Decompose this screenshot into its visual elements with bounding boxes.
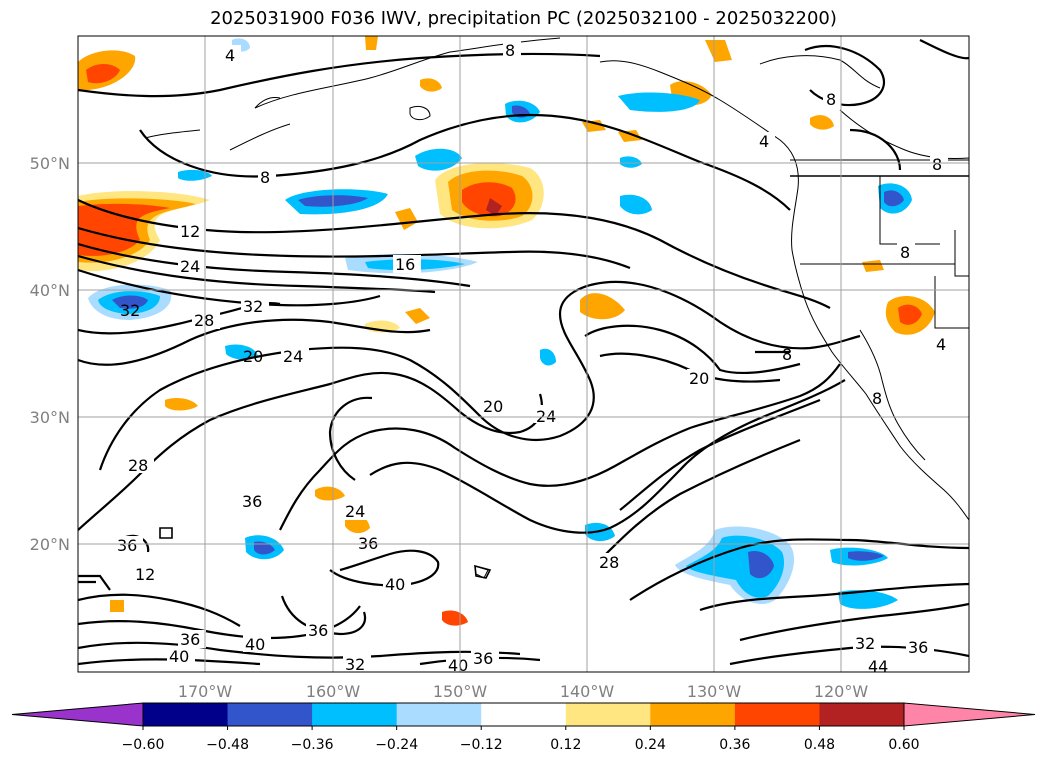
contour-label: 44 bbox=[868, 657, 888, 676]
contour-label: 8 bbox=[932, 155, 942, 174]
lon-label: 130°W bbox=[687, 682, 742, 701]
longitude-labels: 170°W 160°W 150°W 140°W 130°W 120°W bbox=[178, 682, 869, 701]
contour-label: 20 bbox=[689, 369, 709, 388]
lon-label: 140°W bbox=[560, 682, 615, 701]
colorbar-bin bbox=[481, 703, 567, 726]
contour-label: 32 bbox=[243, 297, 263, 316]
colorbar-tick-label: 0.48 bbox=[804, 737, 835, 753]
contour-label: 20 bbox=[483, 397, 503, 416]
contour-label: 36 bbox=[180, 630, 200, 649]
colorbar-bin bbox=[312, 703, 398, 726]
colorbar-bin bbox=[227, 703, 313, 726]
contour-label: 20 bbox=[243, 347, 263, 366]
colorbar-extend-high bbox=[903, 702, 1036, 727]
lon-label: 160°W bbox=[306, 682, 361, 701]
contour-label: 8 bbox=[782, 345, 792, 364]
colorbar-extend-low bbox=[11, 702, 144, 727]
contour-label: 8 bbox=[260, 168, 270, 187]
graticule bbox=[78, 36, 969, 672]
contour-label: 8 bbox=[505, 41, 515, 60]
contour-label: 36 bbox=[242, 492, 262, 511]
lat-label: 20°N bbox=[30, 535, 70, 554]
contour-label: 4 bbox=[936, 335, 946, 354]
contour-label: 40 bbox=[448, 656, 468, 675]
contour-label: 24 bbox=[345, 502, 365, 521]
contour-label: 8 bbox=[826, 90, 836, 109]
contour-label: 40 bbox=[245, 635, 265, 654]
colorbar-tick-label: −0.12 bbox=[460, 737, 503, 753]
coastlines bbox=[144, 37, 969, 579]
colorbar-tick-label: −0.36 bbox=[291, 737, 334, 753]
contour-label: 28 bbox=[128, 456, 148, 475]
contour-label: 36 bbox=[308, 621, 328, 640]
lat-label: 30°N bbox=[30, 408, 70, 427]
map-title: 2025031900 F036 IWV, precipitation PC (2… bbox=[210, 8, 837, 29]
contour-label: 16 bbox=[395, 255, 415, 274]
contour-label: 36 bbox=[117, 536, 137, 555]
contour-label: 12 bbox=[135, 565, 155, 584]
colorbar-bin bbox=[650, 703, 736, 726]
colorbar-bin bbox=[396, 703, 482, 726]
lon-label: 120°W bbox=[814, 682, 869, 701]
contour-label: 40 bbox=[385, 575, 405, 594]
contour-label: 4 bbox=[225, 46, 235, 65]
precip-negative-shading bbox=[88, 38, 912, 609]
contour-label: 32 bbox=[855, 634, 875, 653]
map-frame bbox=[77, 35, 970, 673]
contour-label: 40 bbox=[169, 647, 189, 666]
contour-label: 28 bbox=[599, 553, 619, 572]
contour-labels: 4 8 8 8 4 8 8 12 24 16 32 32 28 20 24 20… bbox=[115, 40, 952, 676]
colorbar-tick-label: 0.36 bbox=[719, 737, 750, 753]
contour-label: 24 bbox=[180, 257, 200, 276]
contour-label: 24 bbox=[283, 347, 303, 366]
lat-label: 50°N bbox=[30, 154, 70, 173]
colorbar-bin bbox=[734, 703, 820, 726]
contour-label: 8 bbox=[900, 243, 910, 262]
contour-label: 28 bbox=[194, 311, 214, 330]
precip-positive-shading bbox=[78, 36, 935, 626]
contour-label: 32 bbox=[345, 655, 365, 674]
latitude-labels: 50°N 40°N 30°N 20°N bbox=[30, 154, 70, 554]
colorbar-frame bbox=[142, 702, 905, 727]
colorbar-tick-label: 0.24 bbox=[635, 737, 666, 753]
contour-label: 32 bbox=[120, 301, 140, 320]
lon-label: 150°W bbox=[433, 682, 488, 701]
colorbar-bin bbox=[565, 703, 651, 726]
contour-label: 12 bbox=[180, 222, 200, 241]
colorbar-tick-label: −0.48 bbox=[206, 737, 249, 753]
colorbar-tick-label: −0.60 bbox=[122, 737, 165, 753]
colorbar: −0.60 −0.48 −0.36 −0.24 −0.12 0.12 0.24 0.36 0.4… bbox=[11, 702, 1036, 753]
contour-label: 36 bbox=[473, 649, 493, 668]
map-plot-area: 4 8 8 8 4 8 8 12 24 16 32 32 28 20 24 20… bbox=[78, 36, 969, 676]
contour-label: 8 bbox=[872, 389, 882, 408]
colorbar-tick-label: 0.60 bbox=[888, 737, 919, 753]
contour-label: 4 bbox=[759, 132, 769, 151]
lon-label: 170°W bbox=[178, 682, 233, 701]
colorbar-bin bbox=[143, 703, 229, 726]
colorbar-tick-label: −0.24 bbox=[375, 737, 418, 753]
colorbar-bin bbox=[819, 703, 905, 726]
lat-label: 40°N bbox=[30, 281, 70, 300]
colorbar-tick-label: 0.12 bbox=[550, 737, 581, 753]
contour-label: 36 bbox=[908, 638, 928, 657]
